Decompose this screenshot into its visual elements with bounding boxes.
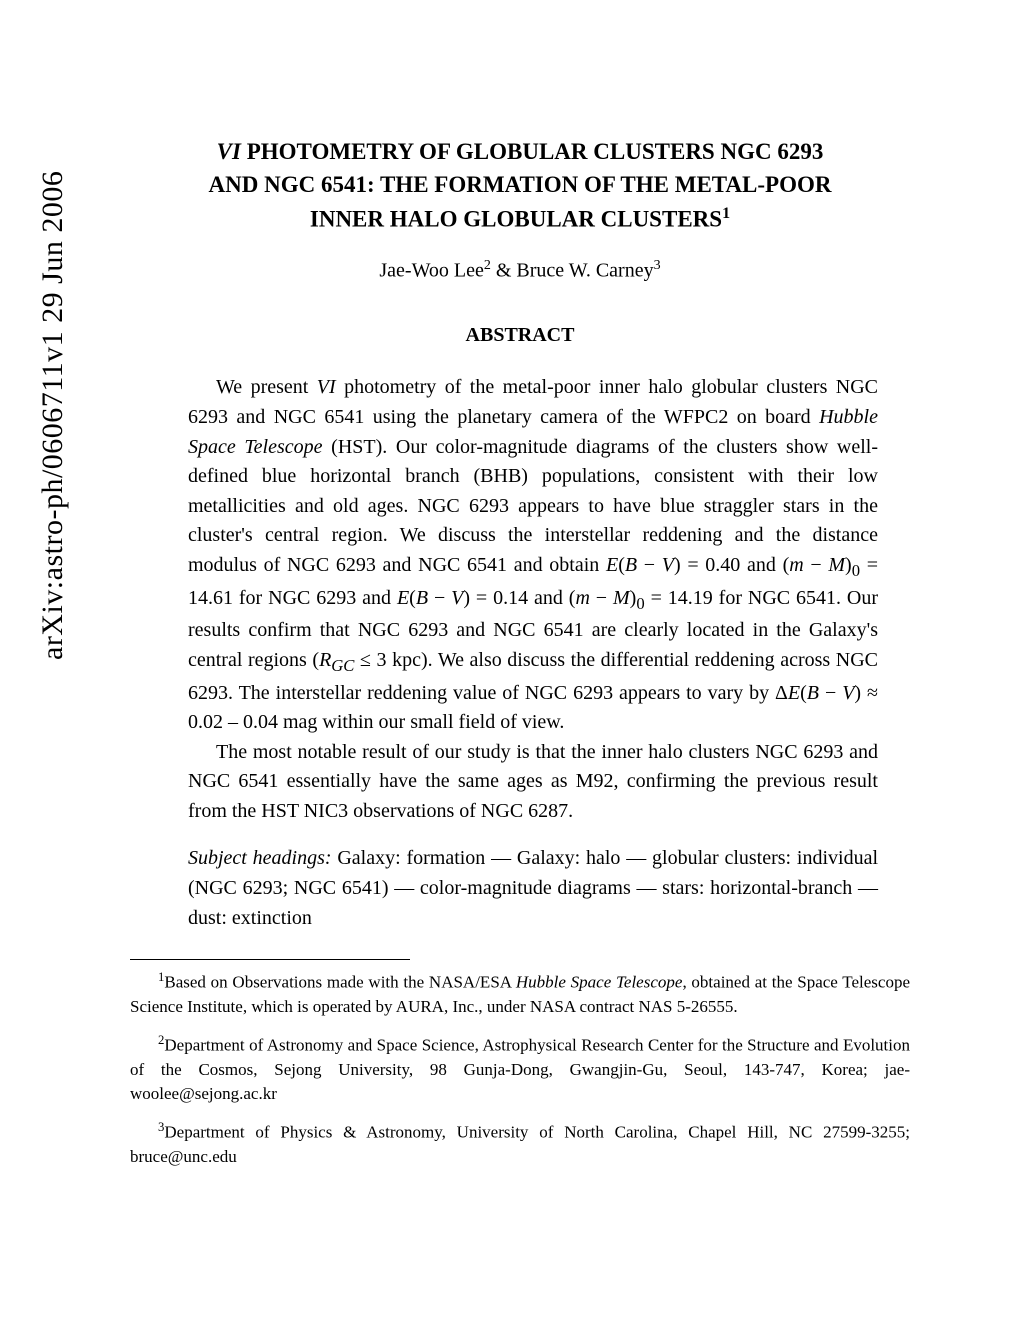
abstract-heading: ABSTRACT xyxy=(130,324,910,347)
paper-title: VI PHOTOMETRY OF GLOBULAR CLUSTERS NGC 6… xyxy=(130,135,910,236)
footnote-rule xyxy=(130,959,410,960)
abstract-body: We present VI photometry of the metal-po… xyxy=(188,373,878,826)
footnote-1-text-a: Based on Observations made with the NASA… xyxy=(164,973,516,992)
footnote-1: 1Based on Observations made with the NAS… xyxy=(130,968,910,1019)
title-line3: INNER HALO GLOBULAR CLUSTERS xyxy=(310,206,722,231)
subject-headings: Subject headings: Galaxy: formation — Ga… xyxy=(188,844,878,933)
page-root: arXiv:astro-ph/0606711v1 29 Jun 2006 VI … xyxy=(0,0,1020,1320)
footnote-3: 3Department of Physics & Astronomy, Univ… xyxy=(130,1118,910,1169)
title-prefix-italic: VI xyxy=(217,139,241,164)
footnote-2: 2Department of Astronomy and Space Scien… xyxy=(130,1031,910,1106)
footnote-3-text: Department of Physics & Astronomy, Unive… xyxy=(130,1123,910,1166)
abstract-paragraph-2: The most notable result of our study is … xyxy=(188,738,878,827)
paper-content: VI PHOTOMETRY OF GLOBULAR CLUSTERS NGC 6… xyxy=(130,135,910,1181)
title-line1: PHOTOMETRY OF GLOBULAR CLUSTERS NGC 6293 xyxy=(241,139,823,164)
abstract-paragraph-1: We present VI photometry of the metal-po… xyxy=(188,373,878,737)
arxiv-identifier: arXiv:astro-ph/0606711v1 29 Jun 2006 xyxy=(36,171,70,660)
footnote-1-ital: Hubble Space Telescope xyxy=(516,973,683,992)
author-1-affil: 2 xyxy=(484,258,491,273)
authors-line: Jae-Woo Lee2 & Bruce W. Carney3 xyxy=(130,258,910,283)
author-sep: & Bruce W. Carney xyxy=(491,259,654,281)
subject-headings-label: Subject headings: xyxy=(188,847,332,869)
title-footnote-marker: 1 xyxy=(722,205,730,222)
title-line2: AND NGC 6541: THE FORMATION OF THE METAL… xyxy=(209,172,832,197)
footnotes: 1Based on Observations made with the NAS… xyxy=(130,968,910,1169)
author-2-affil: 3 xyxy=(654,258,661,273)
author-1: Jae-Woo Lee xyxy=(379,259,483,281)
footnote-2-text: Department of Astronomy and Space Scienc… xyxy=(130,1036,910,1103)
